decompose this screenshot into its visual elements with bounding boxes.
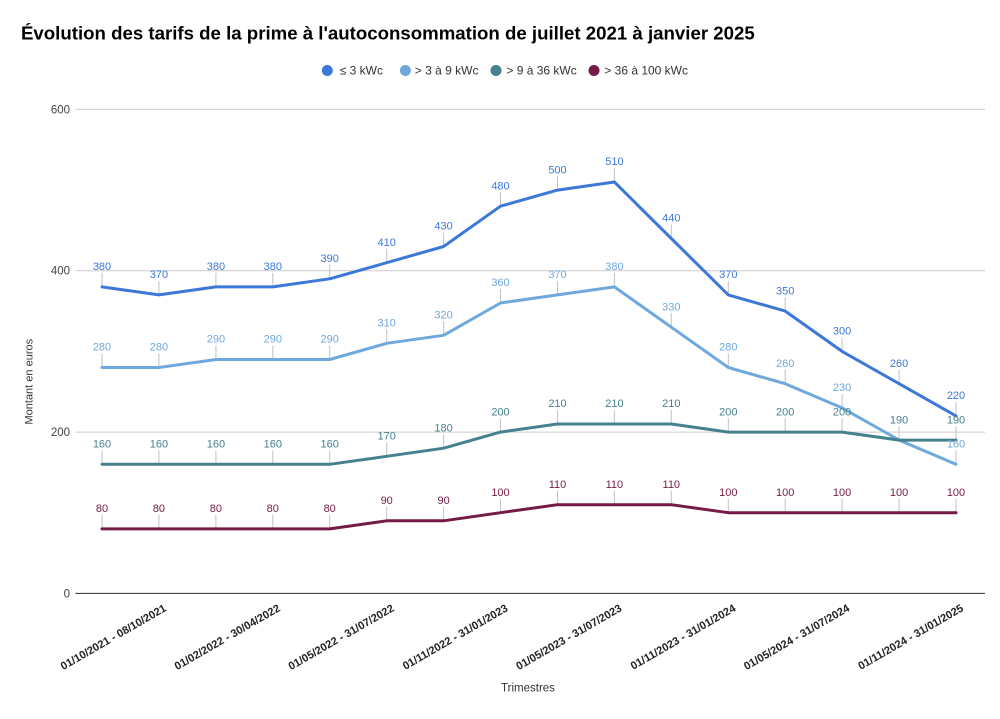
svg-text:200: 200 [719,406,737,418]
svg-text:160: 160 [150,439,168,451]
svg-text:> 3 à 9 kWc: > 3 à 9 kWc [415,64,479,78]
svg-text:160: 160 [947,439,965,451]
svg-text:290: 290 [264,334,282,346]
svg-text:380: 380 [207,261,225,273]
svg-text:Montant en euros: Montant en euros [24,338,36,424]
svg-text:380: 380 [264,261,282,273]
svg-text:80: 80 [210,503,222,515]
svg-text:360: 360 [491,277,509,289]
svg-text:300: 300 [833,326,851,338]
svg-text:190: 190 [947,414,965,426]
svg-text:370: 370 [719,269,737,281]
svg-text:110: 110 [549,479,567,491]
svg-text:280: 280 [150,342,168,354]
svg-text:110: 110 [606,479,624,491]
svg-text:Évolution des tarifs de la pri: Évolution des tarifs de la prime à l'aut… [21,23,755,44]
svg-text:220: 220 [947,390,965,402]
svg-text:310: 310 [378,318,396,330]
svg-text:400: 400 [51,266,70,278]
svg-text:160: 160 [321,439,339,451]
svg-text:90: 90 [381,495,393,507]
svg-text:410: 410 [378,237,396,249]
svg-text:> 36 à 100 kWc: > 36 à 100 kWc [604,64,688,78]
svg-text:80: 80 [153,503,165,515]
svg-text:380: 380 [605,261,623,273]
svg-text:200: 200 [491,406,509,418]
svg-text:440: 440 [662,213,680,225]
svg-text:430: 430 [434,221,452,233]
svg-text:370: 370 [548,269,566,281]
svg-text:280: 280 [93,342,111,354]
svg-text:170: 170 [378,431,396,443]
svg-text:80: 80 [267,503,279,515]
svg-text:160: 160 [207,439,225,451]
svg-text:350: 350 [776,285,794,297]
svg-text:330: 330 [662,301,680,313]
svg-text:Trimestres: Trimestres [501,683,555,695]
svg-text:100: 100 [833,487,851,499]
svg-text:> 9 à 36 kWc: > 9 à 36 kWc [506,64,576,78]
svg-text:80: 80 [324,503,336,515]
svg-text:160: 160 [93,439,111,451]
svg-text:210: 210 [662,398,680,410]
svg-text:200: 200 [776,406,794,418]
svg-text:80: 80 [96,503,108,515]
svg-text:260: 260 [776,358,794,370]
svg-text:290: 290 [321,334,339,346]
svg-text:230: 230 [833,382,851,394]
svg-text:510: 510 [605,156,623,168]
svg-text:500: 500 [548,164,566,176]
svg-text:100: 100 [719,487,737,499]
svg-text:180: 180 [434,422,452,434]
svg-text:380: 380 [93,261,111,273]
svg-text:100: 100 [776,487,794,499]
svg-text:200: 200 [833,406,851,418]
svg-text:200: 200 [51,427,70,439]
svg-text:100: 100 [491,487,509,499]
svg-text:390: 390 [321,253,339,265]
svg-text:480: 480 [491,180,509,192]
svg-text:600: 600 [51,104,70,116]
svg-text:320: 320 [434,310,452,322]
svg-text:0: 0 [64,588,70,600]
svg-text:280: 280 [719,342,737,354]
svg-text:190: 190 [890,414,908,426]
svg-text:210: 210 [548,398,566,410]
svg-text:210: 210 [605,398,623,410]
svg-text:160: 160 [264,439,282,451]
svg-text:110: 110 [663,479,681,491]
svg-text:100: 100 [947,487,965,499]
svg-text:290: 290 [207,334,225,346]
svg-text:100: 100 [890,487,908,499]
svg-text:≤ 3 kWc: ≤ 3 kWc [340,64,383,78]
svg-text:90: 90 [437,495,449,507]
svg-text:370: 370 [150,269,168,281]
svg-text:260: 260 [890,358,908,370]
